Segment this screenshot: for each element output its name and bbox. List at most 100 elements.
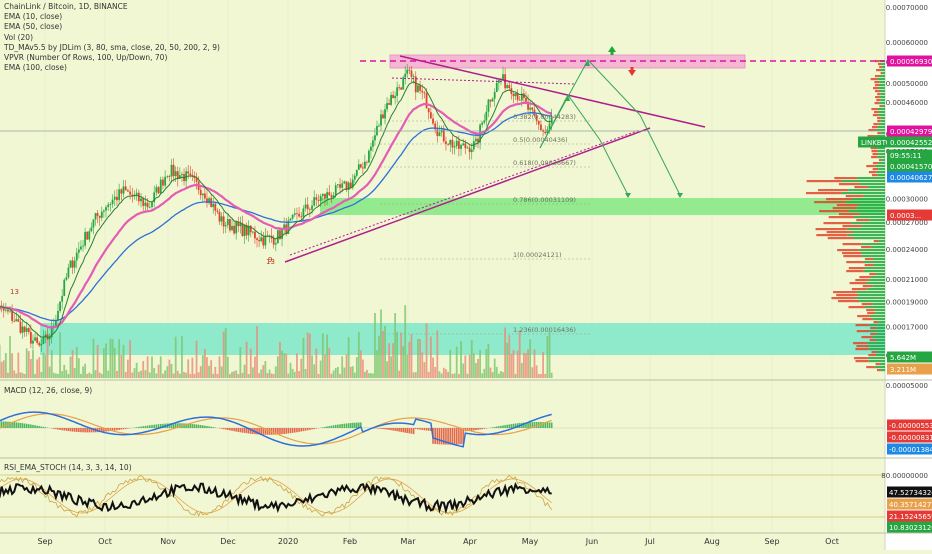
volume-bar: [191, 358, 193, 378]
candle-body: [140, 198, 142, 201]
macd-title[interactable]: MACD (12, 26, close, 9): [4, 386, 92, 395]
macd-hist-bar: [80, 428, 82, 432]
volume-bar: [42, 353, 44, 378]
candle-body: [105, 207, 107, 210]
candle-body: [260, 237, 262, 241]
volume-bar: [271, 373, 273, 378]
volume-bar: [481, 373, 483, 378]
legend-ema50[interactable]: EMA (50, close): [4, 22, 220, 32]
macd-hist-bar: [333, 425, 335, 428]
macd-hist-bar: [156, 424, 158, 428]
volume-bar: [364, 372, 366, 378]
volume-bar: [494, 359, 496, 378]
vpvr-up-bar: [854, 216, 885, 218]
legend-volume[interactable]: Vol (20): [4, 33, 220, 43]
candle-body: [221, 216, 223, 221]
volume-bar: [107, 371, 109, 378]
macd-hist-bar: [283, 428, 285, 434]
candle-body: [151, 202, 153, 207]
volume-bar: [254, 357, 256, 378]
candle-body: [36, 337, 38, 342]
candle-body: [303, 208, 305, 216]
macd-hist-bar: [386, 428, 388, 430]
macd-hist-bar: [86, 428, 88, 432]
macd-hist-bar: [235, 428, 237, 432]
volume-bar: [227, 357, 229, 378]
vpvr-down-bar: [869, 273, 876, 275]
legend-ema10[interactable]: EMA (10, close): [4, 12, 220, 22]
candle-body: [423, 92, 425, 93]
volume-bar: [307, 332, 309, 378]
rsi-axis-label: 80.00000000: [881, 472, 928, 480]
vpvr-down-bar: [876, 363, 880, 365]
rsi-title[interactable]: RSI_EMA_STOCH (14, 3, 3, 14, 10): [4, 463, 132, 472]
legend-vpvr[interactable]: VPVR (Number Of Rows, 100, Up/Down, 70): [4, 53, 220, 63]
volume-bar: [13, 370, 15, 378]
volume-bar: [269, 370, 271, 378]
vpvr-down-bar: [859, 276, 871, 278]
volume-bar: [333, 371, 335, 378]
price-axis-label: 0.00060000: [886, 39, 928, 47]
volume-bar: [229, 374, 231, 378]
volume-bar: [490, 368, 492, 378]
macd-hist-bar: [210, 427, 212, 428]
macd-hist-bar: [72, 428, 74, 432]
vpvr-up-bar: [861, 252, 885, 254]
candle-body: [456, 141, 458, 147]
volume-bar: [95, 370, 97, 378]
macd-hist-bar: [142, 426, 144, 428]
volume-bar: [138, 372, 140, 378]
vpvr-up-bar: [864, 270, 885, 272]
volume-bar: [449, 350, 451, 378]
legend-ema100[interactable]: EMA (100, close): [4, 63, 220, 73]
vpvr-up-bar: [868, 357, 885, 359]
vpvr-up-bar: [878, 153, 885, 155]
macd-hist-bar: [477, 428, 479, 430]
volume-bar: [348, 337, 350, 378]
volume-bar: [99, 373, 101, 378]
macd-hist-bar: [498, 426, 500, 428]
candle-body: [76, 253, 78, 261]
volume-bar: [523, 353, 525, 378]
candle-body: [356, 170, 358, 176]
candle-body: [38, 343, 40, 345]
macd-hist-bar: [292, 428, 294, 433]
candle-body: [97, 213, 99, 216]
macd-hist-bar: [404, 428, 406, 433]
volume-bar: [513, 350, 515, 378]
volume-bar: [196, 341, 198, 378]
volume-bar: [549, 332, 551, 378]
candle-body: [34, 337, 36, 340]
volume-bar: [125, 372, 127, 378]
vpvr-up-bar: [876, 354, 885, 356]
volume-bar: [70, 357, 72, 378]
volume-bar: [11, 353, 13, 378]
price-axis-label: 0.00017000: [886, 324, 928, 332]
volume-bar: [105, 344, 107, 378]
vpvr-down-bar: [836, 294, 858, 296]
macd-hist-bar: [74, 428, 76, 432]
legend-td-ma[interactable]: TD_MAv5.5 by JDLim (3, 80, sma, close, 2…: [4, 43, 220, 53]
vpvr-down-bar: [852, 288, 867, 290]
candle-body: [256, 238, 258, 240]
price-axis-label: 0.00030000: [886, 195, 928, 203]
volume-bar: [5, 353, 7, 378]
candle-body: [298, 214, 300, 217]
volume-bar: [456, 347, 458, 378]
macd-hist-bar: [419, 428, 421, 430]
volume-bar: [283, 353, 285, 378]
macd-hist-bar: [59, 428, 61, 430]
vpvr-down-bar: [873, 168, 879, 170]
volume-bar: [57, 374, 59, 378]
volume-bar: [432, 358, 434, 378]
volume-bar: [352, 366, 354, 378]
legend-title[interactable]: ChainLink / Bitcoin, 1D, BINANCE: [4, 2, 220, 12]
fib-label: 1(0.00024121): [513, 251, 562, 259]
candle-body: [103, 211, 105, 212]
volume-bar: [318, 374, 320, 378]
vpvr-down-bar: [867, 312, 875, 314]
macd-hist-bar: [233, 428, 235, 431]
vpvr-up-bar: [879, 102, 885, 104]
volume-bar: [36, 359, 38, 378]
